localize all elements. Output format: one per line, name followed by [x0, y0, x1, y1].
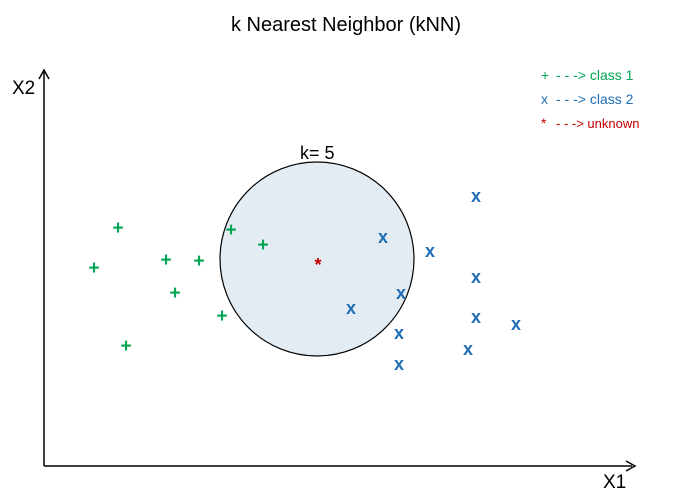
class2-point: x	[346, 298, 356, 318]
legend-text-class1: - - -> class 1	[556, 67, 634, 83]
y-axis-label: X2	[12, 78, 35, 99]
y-axis-arrowhead	[38, 68, 50, 80]
class1-point: +	[193, 251, 204, 272]
k-neighborhood-circle	[219, 161, 415, 357]
class2-point: x	[396, 283, 406, 303]
class2-point: x	[471, 186, 481, 206]
class1-point: +	[225, 220, 236, 241]
class2-point: x	[394, 354, 404, 374]
legend: + - - -> class 1 x - - -> class 2 * - - …	[541, 67, 639, 131]
class2-point: x	[425, 241, 435, 261]
class1-points: + + + + + + + + +	[88, 218, 268, 357]
unknown-point: *	[314, 255, 321, 275]
class2-point: x	[378, 227, 388, 247]
class1-point: +	[160, 250, 171, 271]
x-axis-label: X1	[603, 472, 626, 493]
x-axis-arrowhead	[625, 460, 637, 472]
legend-symbol-class2: x	[541, 91, 548, 107]
legend-symbol-unknown: *	[541, 115, 547, 131]
class1-point: +	[120, 336, 131, 357]
class2-points: x x x x x x x x x x x	[346, 186, 521, 374]
class2-point: x	[394, 323, 404, 343]
class1-point: +	[257, 235, 268, 256]
class2-point: x	[471, 307, 481, 327]
class2-point: x	[471, 267, 481, 287]
class2-point: x	[463, 339, 473, 359]
legend-symbol-class1: +	[541, 67, 549, 83]
class1-point: +	[216, 306, 227, 327]
legend-text-unknown: - - -> unknown	[556, 116, 639, 131]
legend-text-class2: - - -> class 2	[556, 91, 634, 107]
diagram-title: k Nearest Neighbor (kNN)	[231, 14, 461, 36]
class2-point: x	[511, 314, 521, 334]
k-label: k= 5	[300, 143, 335, 163]
class1-point: +	[169, 283, 180, 304]
class1-point: +	[88, 258, 99, 279]
class1-point: +	[112, 218, 123, 239]
